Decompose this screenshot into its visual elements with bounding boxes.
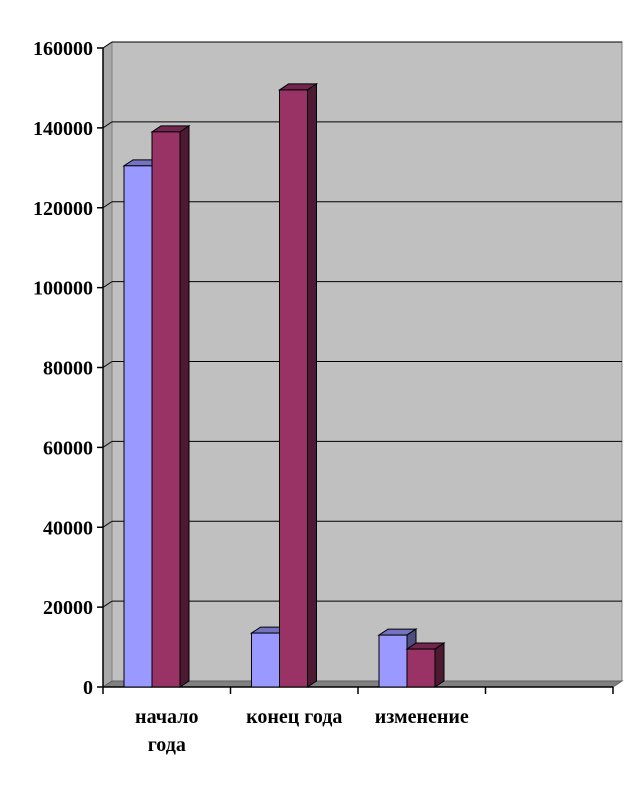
bar <box>251 632 280 688</box>
gridline-side <box>102 361 113 368</box>
bar <box>378 634 408 688</box>
y-tick-label: 20000 <box>43 597 93 619</box>
y-tick-label: 80000 <box>43 358 93 380</box>
y-tick-label: 40000 <box>43 517 93 539</box>
y-tick-label: 100000 <box>33 278 93 300</box>
gridline-side <box>102 600 113 608</box>
bar-side <box>307 83 317 688</box>
gridline-side <box>102 281 113 289</box>
bar-side <box>179 124 190 688</box>
bar <box>151 131 181 688</box>
x-tick-label: изменение <box>375 706 469 728</box>
y-tick-label: 120000 <box>33 198 93 220</box>
gridline-side <box>102 121 113 129</box>
gridline-side <box>102 520 113 528</box>
x-tick-label: года <box>148 734 186 756</box>
y-tick-label: 160000 <box>33 38 93 60</box>
x-tick-label: конец года <box>246 706 342 728</box>
bar <box>406 648 436 688</box>
bar <box>279 89 308 688</box>
y-tick-label: 0 <box>83 677 93 699</box>
y-tick-label: 60000 <box>43 437 93 459</box>
gridline-side <box>102 201 113 209</box>
bar-side <box>434 642 445 688</box>
bar <box>123 165 153 688</box>
gridline-side <box>102 440 113 448</box>
y-tick-label: 140000 <box>33 118 93 140</box>
gridline-side <box>102 41 113 49</box>
x-tick-label: начало <box>135 706 198 728</box>
